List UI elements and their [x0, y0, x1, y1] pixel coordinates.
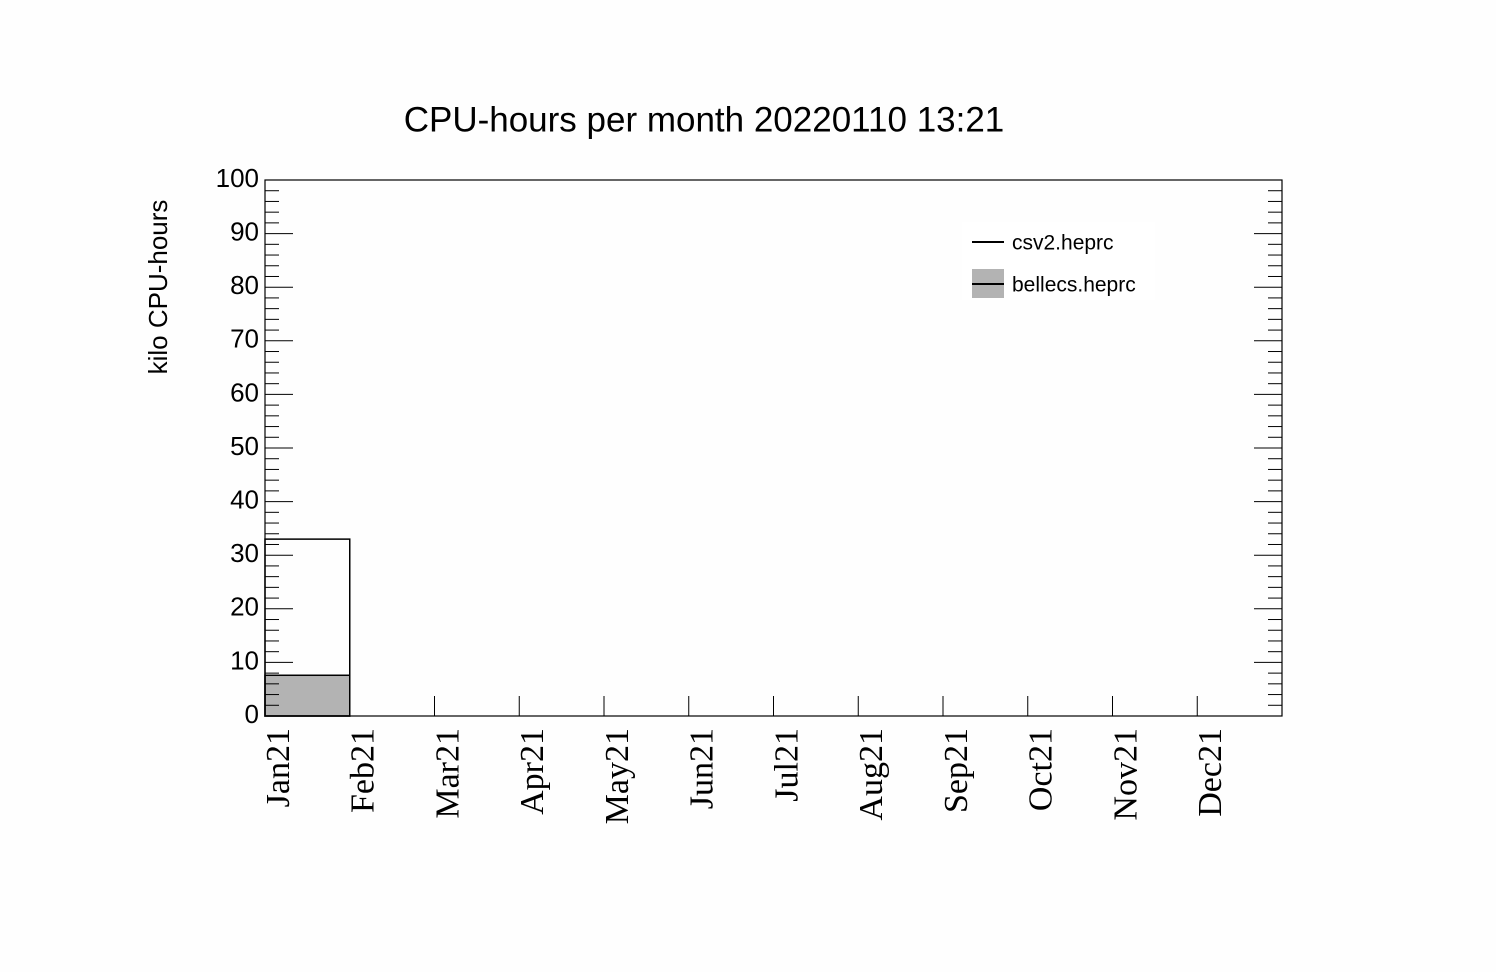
bar [264, 674, 351, 717]
y-tick-label: 60 [230, 377, 259, 407]
x-tick-label: Aug21 [853, 728, 890, 821]
x-tick-label: Nov21 [1107, 728, 1144, 821]
y-tick-label: 50 [230, 431, 259, 461]
y-tick-label: 80 [230, 270, 259, 300]
x-tick-label: Jun21 [684, 728, 721, 809]
y-tick-label: 10 [230, 645, 259, 675]
x-tick-label: Jul21 [768, 728, 805, 802]
x-tick-label: Mar21 [429, 728, 466, 819]
x-tick-label: Apr21 [514, 728, 551, 815]
x-tick-label: Dec21 [1192, 728, 1229, 817]
x-tick-label: Sep21 [938, 728, 975, 813]
x-tick-label: Oct21 [1023, 728, 1060, 811]
y-tick-label: 40 [230, 484, 259, 514]
y-tick-label: 70 [230, 324, 259, 354]
legend-label: csv2.heprc [1012, 232, 1114, 255]
y-tick-label: 0 [245, 699, 259, 729]
chart-title: CPU-hours per month 20220110 13:21 [404, 100, 1005, 139]
y-tick-label: 30 [230, 538, 259, 568]
legend-label: bellecs.heprc [1012, 274, 1136, 297]
y-axis-label: kilo CPU-hours [143, 200, 173, 375]
y-tick-label: 90 [230, 216, 259, 246]
y-tick-label: 100 [216, 163, 259, 193]
x-tick-label: Feb21 [345, 728, 382, 813]
y-tick-label: 20 [230, 592, 259, 622]
x-tick-label: May21 [599, 728, 636, 824]
x-tick-label: Jan21 [260, 728, 297, 807]
